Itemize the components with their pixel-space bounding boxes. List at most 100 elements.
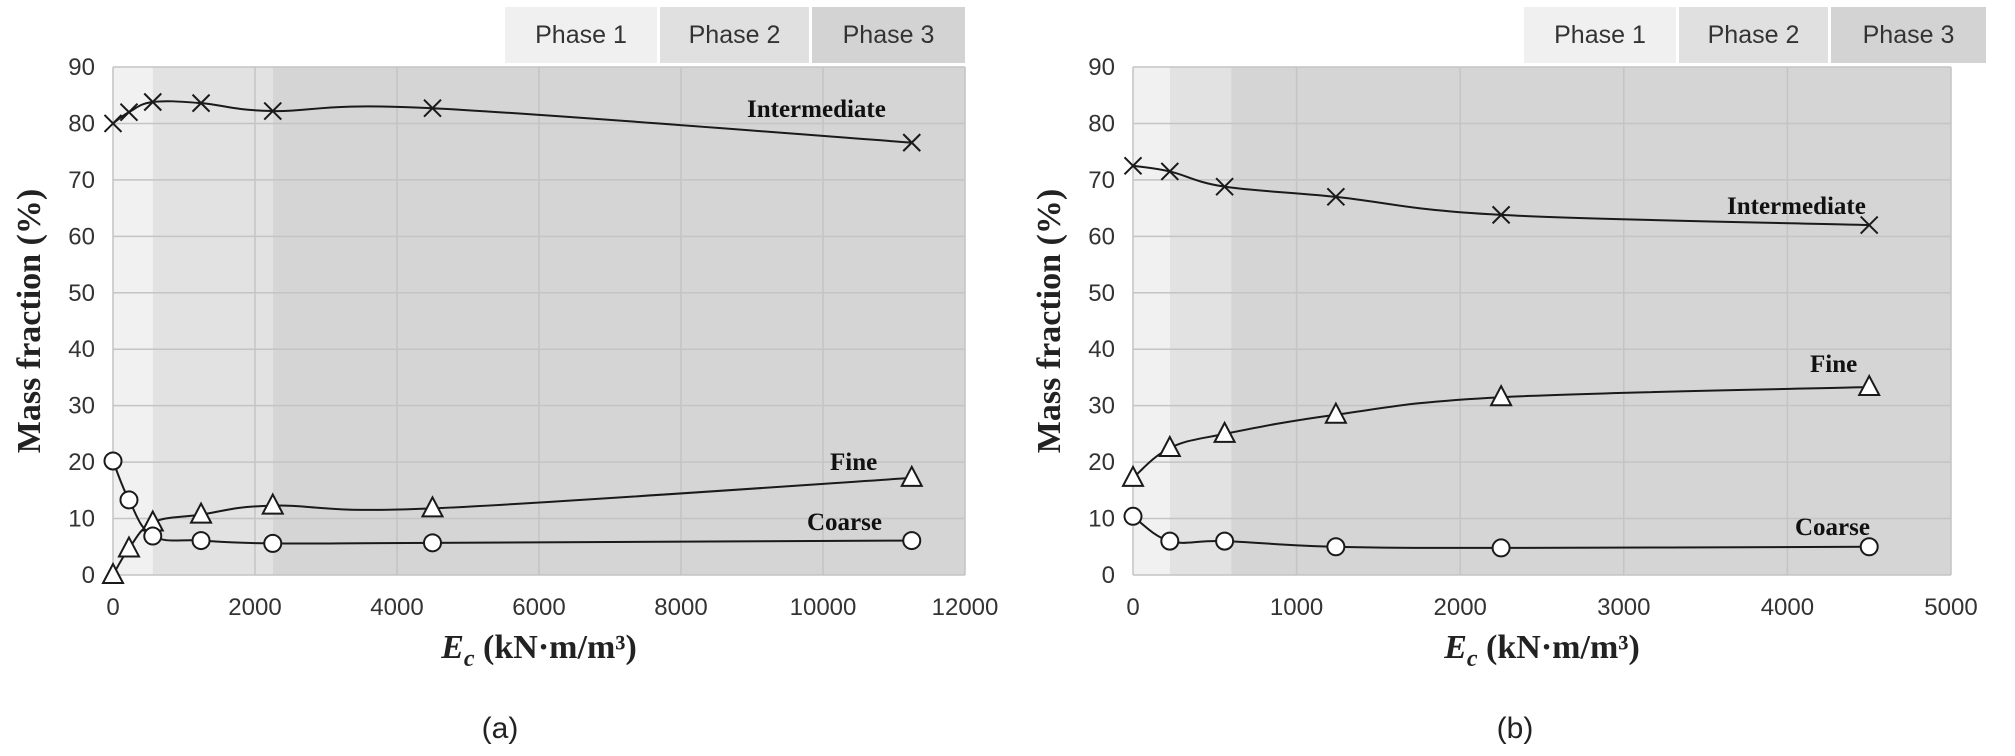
x-axis-title: Ec (kN·m/m³) bbox=[440, 629, 637, 672]
data-point-intermediate bbox=[902, 133, 921, 152]
phase-header-box bbox=[1524, 7, 1676, 63]
data-point-fine bbox=[117, 535, 141, 558]
data-point-intermediate bbox=[1123, 156, 1143, 175]
series-label-intermediate: Intermediate bbox=[1727, 193, 1866, 220]
data-point-coarse bbox=[1215, 531, 1235, 551]
data-point-fine bbox=[1212, 420, 1237, 443]
x-axis-title-symbol: E bbox=[440, 629, 464, 666]
x-marker-stroke bbox=[1215, 177, 1234, 196]
x-marker-stroke bbox=[1326, 187, 1346, 207]
x-tick-label: 2000 bbox=[228, 594, 281, 621]
phase-band-1 bbox=[113, 67, 153, 575]
data-point-fine bbox=[1324, 401, 1348, 424]
data-point-coarse bbox=[191, 531, 211, 551]
x-tick-label: 4000 bbox=[370, 594, 423, 621]
data-point-intermediate bbox=[1491, 205, 1511, 225]
phase-header-label: Phase 2 bbox=[689, 21, 781, 49]
y-tick-label: 70 bbox=[68, 167, 95, 194]
data-point-intermediate bbox=[103, 114, 123, 133]
y-tick-label: 60 bbox=[68, 223, 95, 250]
y-tick-label: 80 bbox=[1088, 110, 1115, 137]
data-point-intermediate bbox=[1215, 177, 1234, 196]
x-axis-title-subscript: c bbox=[1467, 646, 1478, 672]
y-tick-label: 10 bbox=[68, 506, 95, 533]
y-tick-label: 30 bbox=[1088, 393, 1115, 420]
phase-header-label: Phase 3 bbox=[1863, 21, 1955, 49]
x-tick-label: 5000 bbox=[1924, 594, 1977, 621]
y-tick-label: 50 bbox=[1088, 280, 1115, 307]
y-tick-label: 10 bbox=[1088, 506, 1115, 533]
data-point-intermediate bbox=[1160, 162, 1180, 181]
x-marker-stroke bbox=[1123, 156, 1143, 175]
phase-header-box bbox=[1831, 7, 1986, 63]
chart-panel-b: 0 10 20 30 40 50 60 70 80 90 0 1000 2000 3000 4000 5000… bbox=[1031, 7, 1986, 745]
x-marker-stroke bbox=[119, 102, 139, 122]
x-marker-stroke bbox=[1859, 215, 1879, 235]
x-axis-title-symbol: E bbox=[1443, 629, 1467, 666]
data-point-coarse bbox=[143, 526, 163, 546]
x-marker-stroke bbox=[263, 101, 282, 121]
phase-band-3 bbox=[272, 67, 965, 575]
data-point-fine bbox=[1489, 384, 1513, 407]
phase-header-label: Phase 3 bbox=[843, 21, 935, 49]
x-tick-label: 4000 bbox=[1761, 594, 1814, 621]
y-tick-label: 30 bbox=[68, 393, 95, 420]
data-point-coarse bbox=[1859, 537, 1879, 557]
phase-band-1 bbox=[1133, 67, 1170, 575]
y-tick-label: 0 bbox=[1102, 562, 1115, 589]
x-marker-stroke bbox=[103, 114, 123, 133]
data-point-fine bbox=[1121, 464, 1145, 487]
x-axis-title-subscript: c bbox=[464, 646, 475, 672]
y-tick-label: 0 bbox=[82, 562, 95, 589]
x-tick-label: 8000 bbox=[654, 594, 707, 621]
x-marker-stroke bbox=[423, 98, 442, 118]
x-tick-label: 6000 bbox=[512, 594, 565, 621]
series-label-coarse: Coarse bbox=[1795, 514, 1870, 541]
data-point-intermediate bbox=[423, 98, 442, 118]
phase-header-label: Phase 1 bbox=[535, 21, 627, 49]
y-tick-label: 80 bbox=[68, 110, 95, 137]
x-tick-label: 0 bbox=[106, 594, 119, 621]
y-tick-label: 70 bbox=[1088, 167, 1115, 194]
series-label-coarse: Coarse bbox=[807, 509, 882, 536]
chart-panel-a: 0 10 20 30 40 50 60 70 80 90 0 2000 4000 6000 8000 1000… bbox=[11, 7, 998, 745]
data-point-fine bbox=[1857, 373, 1881, 397]
y-axis-title: Mass fraction (%) bbox=[1031, 189, 1068, 453]
x-axis-title-units: (kN·m/m³) bbox=[475, 629, 637, 666]
data-point-fine bbox=[420, 495, 445, 518]
x-tick-label: 3000 bbox=[1597, 594, 1650, 621]
x-marker-stroke bbox=[1160, 162, 1180, 181]
data-point-fine bbox=[101, 561, 125, 584]
data-point-fine bbox=[189, 501, 213, 524]
series-label-fine: Fine bbox=[830, 449, 877, 476]
y-tick-label: 50 bbox=[68, 280, 95, 307]
series-label-fine: Fine bbox=[1810, 351, 1857, 378]
data-point-coarse bbox=[1326, 537, 1346, 557]
y-tick-label: 90 bbox=[1088, 54, 1115, 81]
data-point-intermediate bbox=[1859, 215, 1879, 235]
data-point-coarse bbox=[1123, 506, 1143, 526]
y-tick-label: 60 bbox=[1088, 223, 1115, 250]
phase-header-box bbox=[505, 7, 657, 63]
data-point-fine bbox=[261, 492, 285, 515]
data-point-intermediate bbox=[1326, 187, 1346, 207]
x-marker-stroke bbox=[191, 93, 211, 113]
data-point-coarse bbox=[423, 533, 442, 553]
data-point-intermediate bbox=[119, 102, 139, 122]
phase-header-box bbox=[812, 7, 965, 63]
y-tick-label: 40 bbox=[68, 336, 95, 363]
x-tick-label: 0 bbox=[1126, 594, 1139, 621]
x-marker-stroke bbox=[143, 92, 162, 112]
data-point-intermediate bbox=[143, 92, 162, 112]
data-point-fine bbox=[1158, 434, 1182, 457]
phase-header-box bbox=[660, 7, 809, 63]
x-marker-stroke bbox=[902, 133, 921, 152]
x-axis-title: Ec (kN·m/m³) bbox=[1443, 629, 1640, 672]
data-point-coarse bbox=[1491, 538, 1511, 558]
data-point-coarse bbox=[103, 451, 123, 471]
series-label-intermediate: Intermediate bbox=[747, 96, 886, 123]
data-point-fine bbox=[900, 464, 924, 487]
x-tick-label: 1000 bbox=[1270, 594, 1323, 621]
